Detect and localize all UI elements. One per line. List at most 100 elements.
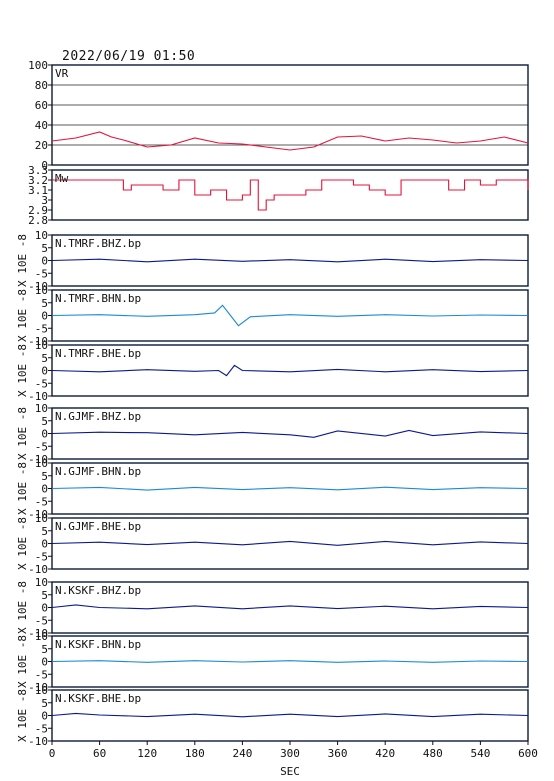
x-axis-label: SEC <box>280 765 300 778</box>
y-tick-label: -10 <box>28 735 48 748</box>
x-tick-label: 60 <box>93 747 106 760</box>
y-tick-label: 5 <box>41 589 48 602</box>
y-tick-label: 10 <box>35 339 48 352</box>
y-tick-label: -5 <box>35 550 48 563</box>
y-axis-label: X 10E -8 <box>16 462 29 515</box>
panel-label: N.KSKF.BHZ.bp <box>55 584 141 597</box>
y-tick-label: 0 <box>41 710 48 723</box>
panel-label: N.GJMF.BHN.bp <box>55 465 141 478</box>
y-tick-label: -5 <box>35 668 48 681</box>
y-tick-label: 40 <box>35 119 48 132</box>
y-tick-label: -10 <box>28 508 48 521</box>
panel-label: N.TMRF.BHN.bp <box>55 292 141 305</box>
y-tick-label: -5 <box>35 322 48 335</box>
x-tick-label: 240 <box>232 747 252 760</box>
series-line <box>51 258 529 263</box>
y-tick-label: -10 <box>28 335 48 348</box>
series-line <box>52 179 529 211</box>
y-tick-label: 5 <box>41 242 48 255</box>
series-line <box>51 429 529 438</box>
y-tick-label: 10 <box>35 402 48 415</box>
series-line <box>51 604 529 610</box>
y-tick-label: 5 <box>41 415 48 428</box>
y-axis-label: X 10E -8 <box>16 344 29 397</box>
panel-label: VR <box>55 67 69 80</box>
y-tick-label: -10 <box>28 627 48 640</box>
panel-label: N.KSKF.BHN.bp <box>55 638 141 651</box>
y-tick-label: -5 <box>35 267 48 280</box>
panel-label: N.TMRF.BHZ.bp <box>55 237 141 250</box>
y-tick-label: -10 <box>28 563 48 576</box>
y-tick-label: 0 <box>41 602 48 615</box>
y-tick-label: 5 <box>41 525 48 538</box>
y-axis-label: X 10E -8 <box>16 234 29 287</box>
y-tick-label: 10 <box>35 576 48 589</box>
y-tick-label: 20 <box>35 139 48 152</box>
y-tick-label: 0 <box>41 656 48 669</box>
series-line <box>51 486 529 491</box>
y-tick-label: -10 <box>28 453 48 466</box>
y-tick-label: 0 <box>41 310 48 323</box>
panel-mw: 2.82.933.13.23.3 Mw <box>28 164 529 227</box>
y-tick-label: -10 <box>28 280 48 293</box>
y-tick-label: 10 <box>35 457 48 470</box>
x-tick-label: 0 <box>49 747 56 760</box>
y-tick-label: 5 <box>41 352 48 365</box>
panel-label: N.GJMF.BHE.bp <box>55 520 141 533</box>
y-tick-label: 5 <box>41 470 48 483</box>
panel-label: N.KSKF.BHE.bp <box>55 692 141 705</box>
y-tick-label: 5 <box>41 297 48 310</box>
y-tick-label: -5 <box>35 722 48 735</box>
x-tick-label: 420 <box>375 747 395 760</box>
series-line <box>51 712 529 718</box>
x-tick-label: 180 <box>185 747 205 760</box>
x-tick-label: 120 <box>137 747 157 760</box>
y-tick-label: -5 <box>35 614 48 627</box>
series-line <box>51 364 529 377</box>
x-tick-label: 300 <box>280 747 300 760</box>
y-tick-label: 3 <box>41 194 48 207</box>
y-tick-label: -5 <box>35 377 48 390</box>
y-tick-label: 0 <box>41 159 48 172</box>
y-axis-label: X 10E -8 <box>16 689 29 742</box>
panel-label: N.TMRF.BHE.bp <box>55 347 141 360</box>
y-tick-label: 80 <box>35 79 48 92</box>
y-tick-label: 60 <box>35 99 48 112</box>
series-line <box>51 540 529 546</box>
y-tick-label: -5 <box>35 495 48 508</box>
x-tick-label: 360 <box>328 747 348 760</box>
y-axis-label: X 10E -8 <box>16 635 29 688</box>
y-tick-label: 5 <box>41 697 48 710</box>
y-axis-label: X 10E -8 <box>16 407 29 460</box>
series-line <box>51 660 529 663</box>
panel-label: Mw <box>55 172 69 185</box>
y-tick-label: -10 <box>28 681 48 694</box>
series-line <box>51 304 529 327</box>
y-tick-label: 10 <box>35 512 48 525</box>
x-tick-label: 540 <box>470 747 490 760</box>
y-tick-label: 3.2 <box>28 174 48 187</box>
y-axis-label: X 10E -8 <box>16 581 29 634</box>
y-tick-label: -5 <box>35 440 48 453</box>
x-tick-label: 480 <box>423 747 443 760</box>
y-tick-label: 0 <box>41 483 48 496</box>
panel-frame <box>51 169 529 221</box>
y-tick-label: 0 <box>41 428 48 441</box>
y-tick-label: 10 <box>35 684 48 697</box>
y-tick-label: 3.3 <box>28 164 48 177</box>
y-tick-label: 0 <box>41 538 48 551</box>
y-tick-label: 10 <box>35 229 48 242</box>
y-tick-label: 3.1 <box>28 184 48 197</box>
panel-vr: 0 20 40 60 80 100 VR <box>28 59 529 172</box>
y-axis-label: X 10E -8 <box>16 289 29 342</box>
y-tick-label: -10 <box>28 390 48 403</box>
y-tick-label: 2.9 <box>28 204 48 217</box>
